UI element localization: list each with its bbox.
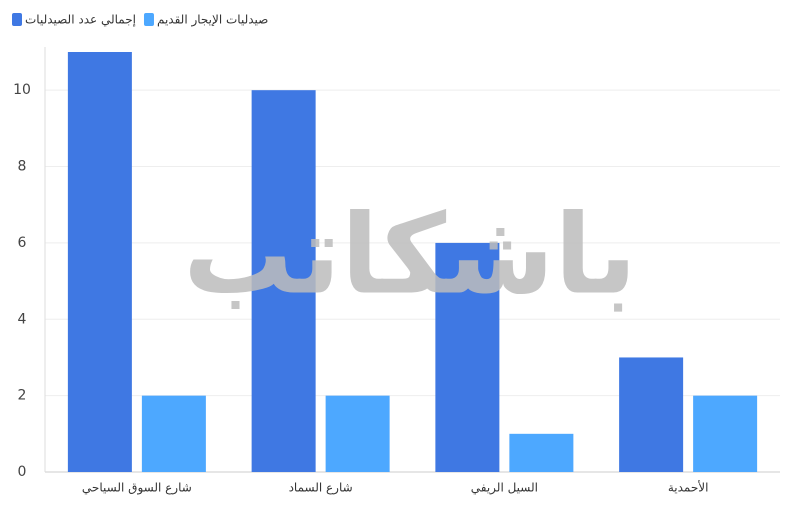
y-tick-label: 8: [18, 159, 27, 175]
legend: إجمالي عدد الصيدليات صيدليات الإيجار القد…: [12, 13, 268, 28]
y-tick-label: 4: [18, 311, 27, 327]
legend-label: إجمالي عدد الصيدليات: [25, 13, 136, 27]
x-tick-label: شارع السماد: [289, 481, 353, 496]
legend-swatch: [12, 13, 22, 26]
y-tick-label: 10: [13, 82, 31, 98]
bar: [141, 395, 206, 472]
bar: [325, 395, 390, 472]
x-tick-label: الأحمدية: [668, 480, 709, 495]
bar: [509, 433, 574, 472]
x-tick-label: شارع السوق السياحي: [82, 481, 192, 496]
y-tick-label: 0: [18, 464, 27, 480]
x-tick-label: السيل الريفي: [471, 481, 538, 496]
plot: 0 2 4 6 8 10 شارع السوق السياحي شارع السماد السي…: [13, 47, 780, 496]
y-tick-label: 2: [18, 388, 27, 404]
bar: [251, 90, 316, 472]
legend-swatch: [143, 13, 154, 26]
bar: [435, 242, 500, 472]
bar: [67, 52, 132, 472]
legend-label: صيدليات الإيجار القديم: [157, 13, 268, 28]
y-tick-label: 6: [18, 235, 27, 251]
watermark: باشكاتب: [183, 190, 637, 318]
bar: [693, 395, 758, 472]
bar: [619, 357, 684, 472]
